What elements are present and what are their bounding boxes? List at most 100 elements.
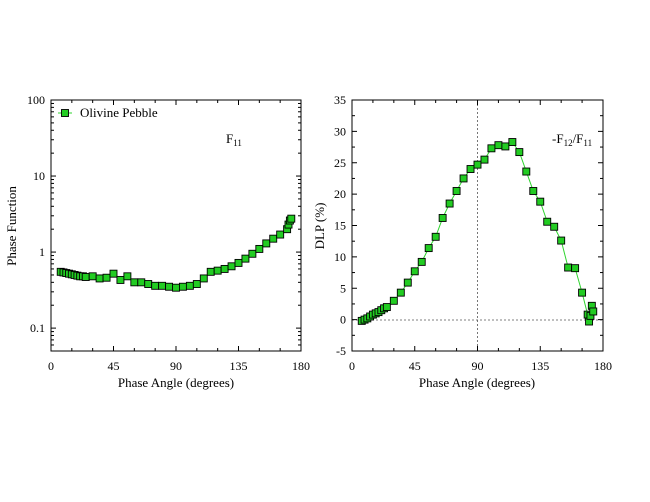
dlp-y-tick-label: 0 — [340, 313, 346, 327]
dlp-data-point — [403, 278, 412, 287]
dlp-data-point — [543, 217, 552, 226]
phase-function-panel: 0 45 90 135 180 0.1 1 10 100 Phase Angle (degre… — [4, 93, 310, 390]
phase-function-data-point — [165, 282, 174, 291]
phase-function-y-axis-label: Phase Function — [4, 186, 19, 266]
phase-function-data-point — [199, 274, 208, 283]
dlp-data-point — [515, 148, 524, 157]
dlp-x-tick-label: 0 — [349, 359, 355, 373]
phase-function-y-axis: 0.1 1 10 100 — [27, 93, 301, 346]
phase-function-y-tick-label: 0.1 — [30, 321, 45, 335]
dlp-data-point — [589, 307, 598, 316]
f12-f11-annotation-subscript-11: 11 — [583, 138, 592, 148]
dlp-data-point — [389, 296, 398, 305]
dlp-data-point — [557, 236, 566, 245]
f12-f11-annotation-slash: /F — [573, 131, 584, 146]
dlp-x-tick-label: 180 — [594, 359, 612, 373]
phase-function-data-point — [81, 273, 90, 281]
dlp-data-point — [396, 288, 405, 297]
phase-function-data-point — [287, 214, 296, 223]
phase-function-x-tick-label: 0 — [48, 359, 54, 373]
phase-function-plot-frame — [50, 99, 302, 352]
dlp-y-tick-label: 10 — [334, 250, 346, 264]
dlp-data-point — [571, 264, 580, 273]
phase-function-data-point — [172, 283, 180, 292]
dlp-x-tick-label: 45 — [409, 359, 421, 373]
phase-function-data-point — [123, 272, 132, 281]
dlp-data-point — [452, 187, 461, 195]
dlp-data-point — [445, 199, 454, 208]
phase-function-x-axis-label: Phase Angle (degrees) — [118, 375, 234, 390]
phase-function-data-point — [262, 239, 271, 248]
dlp-y-tick-label: 15 — [334, 219, 346, 233]
phase-function-data-point — [213, 266, 222, 275]
dlp-data-point — [494, 141, 503, 150]
dlp-data-point — [410, 267, 419, 276]
f11-annotation-subscript: 11 — [233, 138, 242, 148]
dlp-data-point — [522, 167, 531, 176]
phase-function-x-axis: 0 45 90 135 180 — [48, 100, 310, 373]
phase-function-y-tick-label: 100 — [27, 93, 45, 107]
dlp-data-point — [417, 257, 426, 266]
phase-function-x-tick-label: 90 — [170, 359, 182, 373]
legend-label: Olivine Pebble — [80, 105, 158, 120]
phase-function-data-point — [144, 280, 153, 288]
dlp-data-point — [529, 187, 538, 195]
dlp-x-axis: 0 45 90 135 180 — [349, 100, 612, 373]
phase-function-data-point — [192, 280, 201, 288]
f12-f11-annotation: -F12/F11 — [552, 131, 592, 148]
dlp-data-point — [431, 232, 440, 241]
dlp-y-tick-label: 35 — [334, 93, 346, 107]
phase-function-x-tick-label: 135 — [230, 359, 248, 373]
dlp-data-point — [536, 197, 545, 206]
phase-function-y-tick-label: 1 — [39, 245, 45, 259]
phase-function-y-tick-label: 10 — [33, 169, 45, 183]
phase-function-data-point — [130, 278, 139, 287]
phase-function-data-point — [137, 278, 146, 287]
dlp-data-point — [424, 244, 433, 253]
phase-function-data-point — [102, 273, 111, 282]
phase-function-data-point — [276, 230, 285, 239]
dlp-data-point — [473, 160, 482, 169]
phase-function-data-point — [185, 281, 194, 290]
dlp-y-axis: -5 0 5 10 15 20 25 30 35 — [334, 93, 603, 358]
dlp-x-tick-label: 90 — [472, 359, 484, 373]
dlp-plot-area — [357, 138, 598, 326]
phase-function-data-point — [158, 281, 167, 290]
phase-function-data-point — [227, 262, 236, 271]
dlp-data-point — [564, 263, 573, 272]
phase-function-data-point — [116, 275, 125, 284]
phase-function-data-point — [109, 269, 118, 278]
dlp-data-point — [487, 144, 496, 153]
legend-marker — [61, 109, 69, 117]
phase-function-data-point — [241, 254, 250, 263]
dlp-y-tick-label: -5 — [336, 344, 346, 358]
dlp-data-point — [550, 222, 559, 231]
f12-f11-annotation-main: -F — [552, 131, 564, 146]
phase-function-x-tick-label: 45 — [108, 359, 120, 373]
dlp-data-point — [382, 303, 391, 312]
f11-annotation: F11 — [226, 131, 242, 148]
phase-function-data-point — [255, 244, 264, 253]
phase-function-data-point — [88, 272, 97, 281]
f12-f11-annotation-subscript-12: 12 — [564, 138, 573, 148]
dlp-data-point — [466, 165, 475, 173]
dlp-data-point — [501, 142, 510, 151]
phase-function-data-point — [234, 258, 243, 267]
dlp-data-point — [438, 214, 447, 222]
dlp-y-tick-label: 25 — [334, 156, 346, 170]
phase-function-data-point — [206, 267, 215, 276]
f11-annotation-main: F — [226, 131, 233, 146]
phase-function-data-point — [269, 234, 278, 243]
dlp-data-point — [578, 288, 587, 297]
dlp-data-point — [459, 174, 468, 183]
dlp-data-point — [508, 138, 517, 146]
phase-function-plot-area — [56, 214, 296, 292]
dlp-y-tick-label: 30 — [334, 124, 346, 138]
dlp-x-tick-label: 135 — [531, 359, 549, 373]
phase-function-x-tick-label: 180 — [292, 359, 310, 373]
phase-function-data-point — [248, 249, 257, 258]
phase-function-data-point — [151, 281, 160, 290]
dlp-x-axis-label: Phase Angle (degrees) — [419, 375, 535, 390]
